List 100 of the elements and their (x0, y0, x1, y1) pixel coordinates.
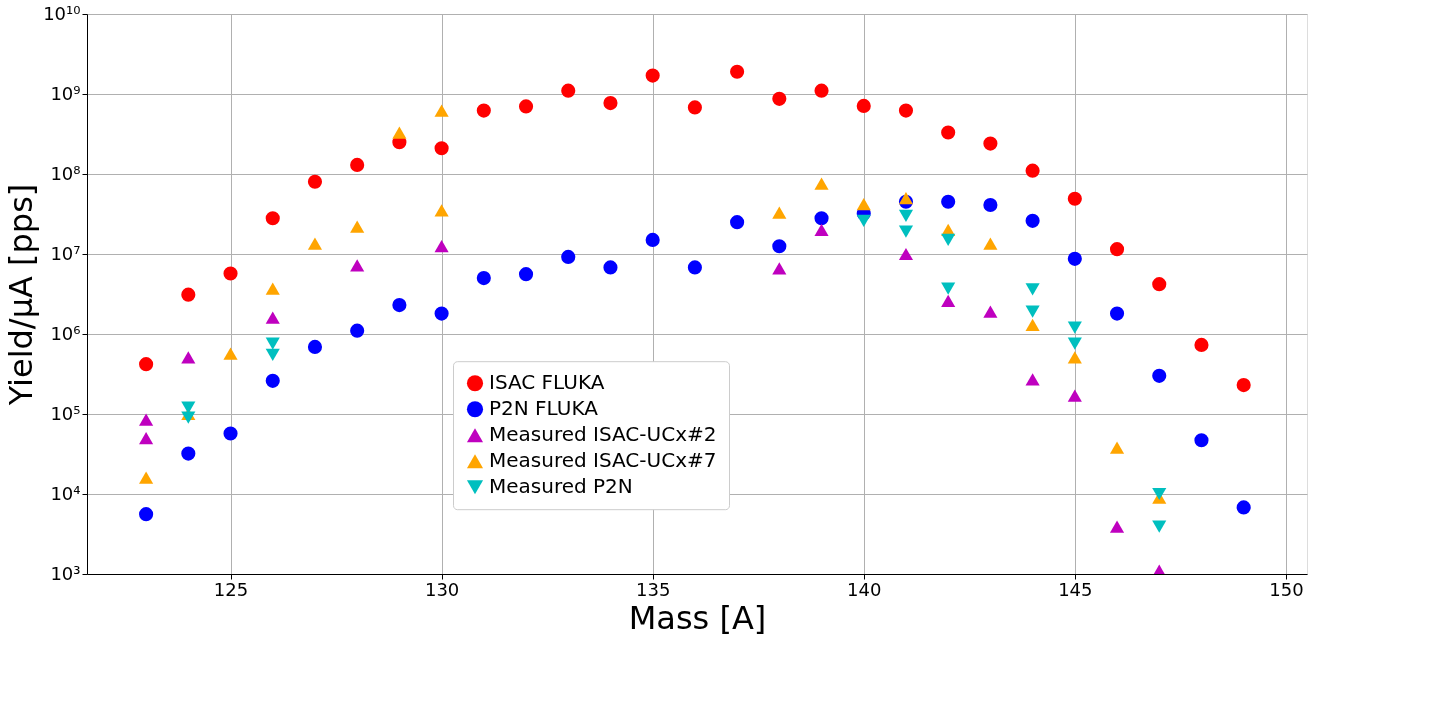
point (856, 198, 871, 211)
point (139, 507, 154, 522)
point (1194, 433, 1209, 448)
point (941, 294, 956, 307)
point (350, 323, 365, 338)
point (1025, 373, 1040, 386)
point (814, 177, 829, 190)
legend-label: Measured P2N (489, 474, 633, 499)
point (392, 298, 407, 313)
point (265, 311, 280, 324)
point (181, 411, 196, 424)
point (181, 446, 196, 461)
y-tick-label: 10¹⁰ (43, 2, 81, 24)
y-axis-title: Yield/μA [pps] (2, 183, 41, 407)
point (223, 426, 238, 441)
point (392, 126, 407, 139)
point (139, 431, 154, 445)
x-tick-label: 150 (1269, 578, 1304, 600)
point (1067, 351, 1082, 364)
point (1236, 500, 1251, 515)
point (983, 305, 998, 318)
point (898, 247, 914, 261)
point (350, 259, 365, 272)
y-tick-label: 10⁴ (50, 482, 81, 504)
point (265, 282, 280, 295)
point (434, 104, 449, 117)
point (434, 240, 449, 253)
point (265, 348, 280, 361)
point (139, 413, 154, 426)
y-tick-label: 10⁷ (50, 242, 81, 264)
point (181, 287, 196, 302)
point (730, 64, 745, 79)
point (772, 239, 787, 254)
point (687, 100, 702, 115)
point (772, 206, 787, 219)
point (603, 96, 618, 111)
point (941, 125, 956, 140)
point (941, 233, 956, 247)
point (434, 204, 449, 217)
point (476, 271, 491, 286)
point (265, 211, 280, 226)
point (1067, 321, 1082, 334)
point (772, 262, 787, 275)
point (1067, 337, 1082, 350)
point (856, 214, 871, 227)
point (898, 103, 914, 118)
point (1109, 306, 1125, 321)
point (1109, 441, 1125, 454)
point (265, 373, 280, 388)
x-tick-label: 140 (847, 578, 882, 600)
point (307, 339, 323, 354)
point (983, 237, 998, 250)
point (1194, 337, 1209, 352)
x-axis-title: Mass [A] (628, 598, 767, 637)
legend-label: Measured ISAC-UCx#7 (489, 448, 717, 473)
point (1025, 213, 1040, 228)
x-tick-label: 145 (1058, 578, 1093, 600)
point (223, 266, 238, 281)
point (898, 191, 914, 205)
point (687, 260, 702, 275)
point (814, 211, 829, 226)
point (898, 225, 914, 238)
y-tick-label: 10⁶ (50, 322, 81, 344)
point (1109, 242, 1125, 257)
point (856, 98, 871, 113)
point (1025, 163, 1040, 178)
point (561, 249, 576, 264)
y-tick-label: 10⁸ (50, 162, 81, 184)
point (1025, 318, 1040, 332)
point (603, 260, 618, 275)
y-tick-label: 10³ (50, 562, 81, 584)
point (181, 351, 196, 364)
point (983, 197, 998, 213)
point (307, 174, 323, 189)
y-tick-label: 10⁵ (50, 402, 81, 424)
legend-label: ISAC FLUKA (489, 370, 605, 395)
point (645, 232, 660, 247)
point (139, 471, 154, 484)
point (518, 99, 534, 114)
point (1152, 368, 1167, 383)
legend-label: Measured ISAC-UCx#2 (489, 422, 717, 447)
point (223, 347, 238, 360)
point (307, 237, 323, 250)
point (561, 83, 576, 98)
point (983, 136, 998, 151)
point (941, 282, 956, 295)
x-tick-label: 130 (424, 578, 460, 600)
point (772, 91, 787, 106)
point (350, 220, 365, 233)
point (814, 223, 829, 237)
x-tick-label: 125 (213, 578, 249, 600)
point (814, 83, 829, 98)
point (1025, 305, 1040, 318)
point (434, 306, 449, 321)
x-tick-label: 135 (636, 578, 671, 600)
point (1067, 251, 1082, 266)
point (1067, 389, 1082, 402)
point (476, 103, 491, 118)
point (1152, 277, 1167, 292)
point (265, 337, 280, 350)
